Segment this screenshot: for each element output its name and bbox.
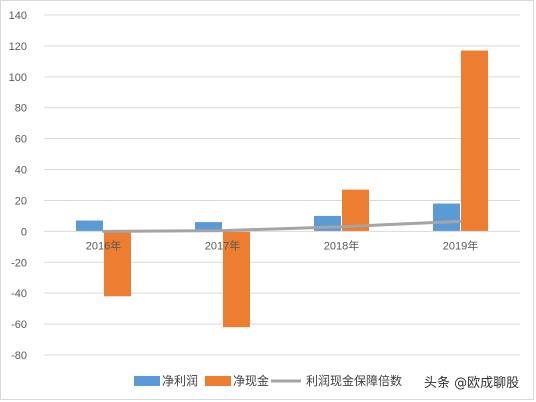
line-series [102,219,462,233]
y-tick-label: 20 [15,195,27,207]
x-tick-label: 2017年 [205,238,240,252]
y-tick-label: 120 [9,41,27,53]
y-tick-label: 80 [15,103,27,115]
legend-label: 利润现金保障倍数 [306,373,402,388]
bar [314,215,341,232]
x-tick-label: 2018年 [324,238,359,252]
watermark: 头条 @欧成聊股 [424,375,519,391]
y-tick-label: 40 [15,165,27,177]
x-axis-tick-labels: 2016年 2017年 2018年 2019年 [86,238,478,252]
x-tick-label: 2016年 [86,238,121,252]
y-tick-label: -60 [11,319,27,331]
bar [433,203,460,232]
bars [76,50,488,328]
y-tick-label: 140 [9,10,27,22]
y-tick-label: 100 [9,72,27,84]
legend-swatch [205,376,231,386]
bar [223,231,250,328]
bar [195,222,222,232]
series-line [102,219,462,233]
y-axis-tick-labels: 140 120 100 80 60 40 20 0 -20 -40 -60 -80 [9,10,27,362]
y-tick-label: -80 [11,350,27,362]
y-tick-label: -20 [11,257,27,269]
gridlines [44,14,520,356]
y-tick-label: 0 [21,226,27,238]
y-tick-label: 60 [15,134,27,146]
bar [104,231,131,297]
legend-swatch [134,376,160,386]
legend-label: 净现金 [233,373,269,388]
bar [461,50,488,232]
x-tick-label: 2019年 [443,238,478,252]
legend-label: 净利润 [162,374,198,388]
y-tick-label: -40 [11,288,27,300]
bar [76,220,103,232]
legend: 净利润 净现金 利润现金保障倍数 [134,373,402,388]
